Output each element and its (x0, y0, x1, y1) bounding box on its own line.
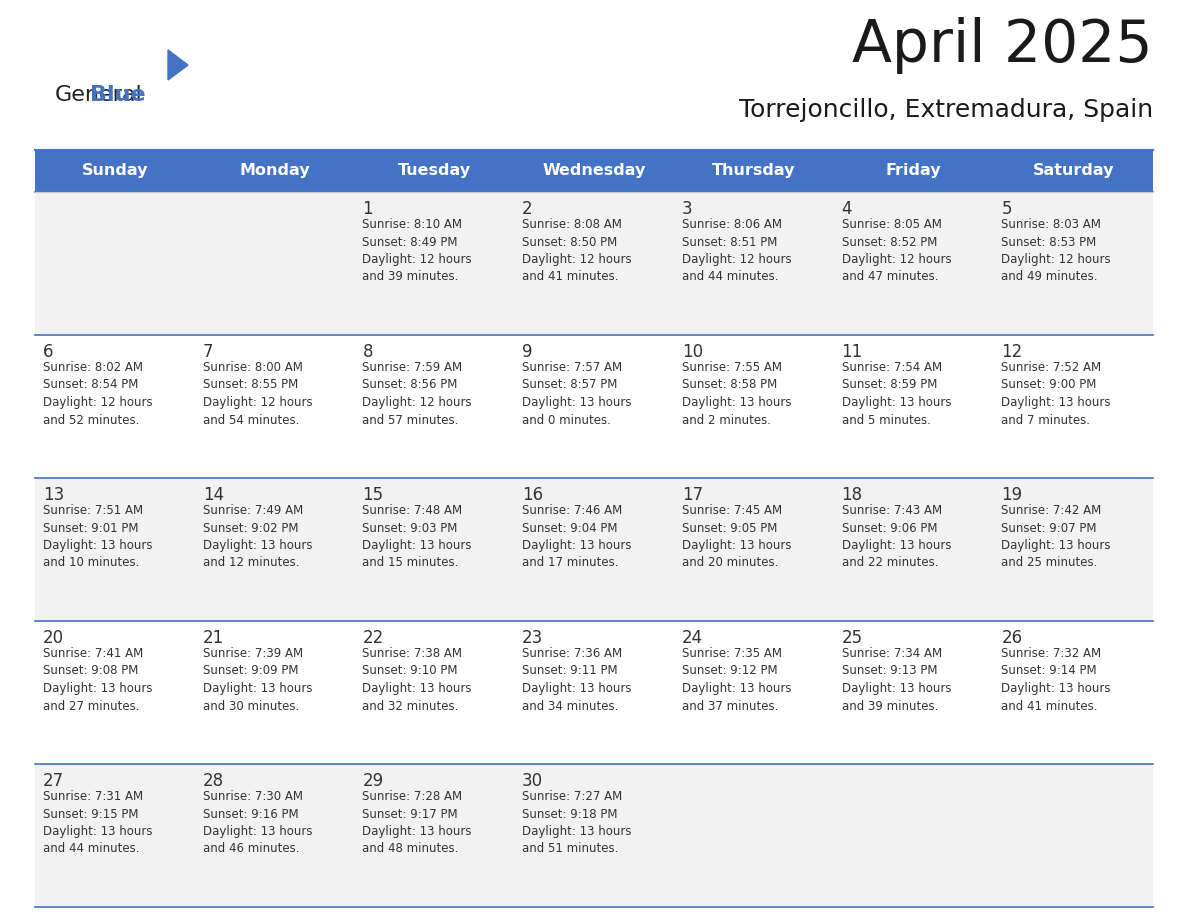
Bar (34, 192, 1154, 335)
Text: Sunrise: 8:03 AM
Sunset: 8:53 PM
Daylight: 12 hours
and 49 minutes.: Sunrise: 8:03 AM Sunset: 8:53 PM Dayligh… (1001, 218, 1111, 284)
Text: Sunrise: 8:08 AM
Sunset: 8:50 PM
Daylight: 12 hours
and 41 minutes.: Sunrise: 8:08 AM Sunset: 8:50 PM Dayligh… (523, 218, 632, 284)
Text: Wednesday: Wednesday (542, 163, 646, 178)
Text: Sunrise: 8:06 AM
Sunset: 8:51 PM
Daylight: 12 hours
and 44 minutes.: Sunrise: 8:06 AM Sunset: 8:51 PM Dayligh… (682, 218, 791, 284)
Text: Sunrise: 7:30 AM
Sunset: 9:16 PM
Daylight: 13 hours
and 46 minutes.: Sunrise: 7:30 AM Sunset: 9:16 PM Dayligh… (203, 790, 312, 856)
Text: 11: 11 (841, 343, 862, 361)
Text: Sunrise: 7:48 AM
Sunset: 9:03 PM
Daylight: 13 hours
and 15 minutes.: Sunrise: 7:48 AM Sunset: 9:03 PM Dayligh… (362, 504, 472, 569)
Text: 8: 8 (362, 343, 373, 361)
Text: Sunrise: 7:41 AM
Sunset: 9:08 PM
Daylight: 13 hours
and 27 minutes.: Sunrise: 7:41 AM Sunset: 9:08 PM Dayligh… (43, 647, 152, 712)
Text: Sunrise: 7:46 AM
Sunset: 9:04 PM
Daylight: 13 hours
and 17 minutes.: Sunrise: 7:46 AM Sunset: 9:04 PM Dayligh… (523, 504, 632, 569)
Text: 28: 28 (203, 772, 223, 790)
Text: 16: 16 (523, 486, 543, 504)
Text: Blue: Blue (90, 85, 146, 105)
Text: 17: 17 (682, 486, 703, 504)
Polygon shape (168, 50, 188, 80)
Text: 19: 19 (1001, 486, 1023, 504)
Text: Sunrise: 7:36 AM
Sunset: 9:11 PM
Daylight: 13 hours
and 34 minutes.: Sunrise: 7:36 AM Sunset: 9:11 PM Dayligh… (523, 647, 632, 712)
Text: 30: 30 (523, 772, 543, 790)
Text: Sunrise: 8:10 AM
Sunset: 8:49 PM
Daylight: 12 hours
and 39 minutes.: Sunrise: 8:10 AM Sunset: 8:49 PM Dayligh… (362, 218, 472, 284)
Text: Sunrise: 7:45 AM
Sunset: 9:05 PM
Daylight: 13 hours
and 20 minutes.: Sunrise: 7:45 AM Sunset: 9:05 PM Dayligh… (682, 504, 791, 569)
Text: 13: 13 (43, 486, 64, 504)
Text: Sunrise: 7:31 AM
Sunset: 9:15 PM
Daylight: 13 hours
and 44 minutes.: Sunrise: 7:31 AM Sunset: 9:15 PM Dayligh… (43, 790, 152, 856)
Text: Sunrise: 7:59 AM
Sunset: 8:56 PM
Daylight: 12 hours
and 57 minutes.: Sunrise: 7:59 AM Sunset: 8:56 PM Dayligh… (362, 361, 472, 427)
Text: April 2025: April 2025 (852, 17, 1154, 73)
Text: 29: 29 (362, 772, 384, 790)
Bar (34, 150, 1154, 192)
Text: Sunrise: 7:51 AM
Sunset: 9:01 PM
Daylight: 13 hours
and 10 minutes.: Sunrise: 7:51 AM Sunset: 9:01 PM Dayligh… (43, 504, 152, 569)
Text: 2: 2 (523, 200, 532, 218)
Text: 4: 4 (841, 200, 852, 218)
Text: Sunrise: 7:34 AM
Sunset: 9:13 PM
Daylight: 13 hours
and 39 minutes.: Sunrise: 7:34 AM Sunset: 9:13 PM Dayligh… (841, 647, 952, 712)
Text: 7: 7 (203, 343, 213, 361)
Text: Sunrise: 7:28 AM
Sunset: 9:17 PM
Daylight: 13 hours
and 48 minutes.: Sunrise: 7:28 AM Sunset: 9:17 PM Dayligh… (362, 790, 472, 856)
Text: Sunrise: 8:00 AM
Sunset: 8:55 PM
Daylight: 12 hours
and 54 minutes.: Sunrise: 8:00 AM Sunset: 8:55 PM Dayligh… (203, 361, 312, 427)
Text: Saturday: Saturday (1032, 163, 1114, 178)
Text: Sunrise: 7:35 AM
Sunset: 9:12 PM
Daylight: 13 hours
and 37 minutes.: Sunrise: 7:35 AM Sunset: 9:12 PM Dayligh… (682, 647, 791, 712)
Text: Sunrise: 7:57 AM
Sunset: 8:57 PM
Daylight: 13 hours
and 0 minutes.: Sunrise: 7:57 AM Sunset: 8:57 PM Dayligh… (523, 361, 632, 427)
Text: Sunrise: 7:49 AM
Sunset: 9:02 PM
Daylight: 13 hours
and 12 minutes.: Sunrise: 7:49 AM Sunset: 9:02 PM Dayligh… (203, 504, 312, 569)
Text: 25: 25 (841, 629, 862, 647)
Text: 23: 23 (523, 629, 543, 647)
Text: Sunrise: 7:55 AM
Sunset: 8:58 PM
Daylight: 13 hours
and 2 minutes.: Sunrise: 7:55 AM Sunset: 8:58 PM Dayligh… (682, 361, 791, 427)
Text: Sunrise: 7:39 AM
Sunset: 9:09 PM
Daylight: 13 hours
and 30 minutes.: Sunrise: 7:39 AM Sunset: 9:09 PM Dayligh… (203, 647, 312, 712)
Text: Sunrise: 7:43 AM
Sunset: 9:06 PM
Daylight: 13 hours
and 22 minutes.: Sunrise: 7:43 AM Sunset: 9:06 PM Dayligh… (841, 504, 952, 569)
Text: Torrejoncillo, Extremadura, Spain: Torrejoncillo, Extremadura, Spain (739, 98, 1154, 122)
Text: Sunrise: 8:05 AM
Sunset: 8:52 PM
Daylight: 12 hours
and 47 minutes.: Sunrise: 8:05 AM Sunset: 8:52 PM Dayligh… (841, 218, 952, 284)
Text: General: General (55, 85, 143, 105)
Text: 24: 24 (682, 629, 703, 647)
Text: Sunrise: 7:32 AM
Sunset: 9:14 PM
Daylight: 13 hours
and 41 minutes.: Sunrise: 7:32 AM Sunset: 9:14 PM Dayligh… (1001, 647, 1111, 712)
Text: 22: 22 (362, 629, 384, 647)
Text: 12: 12 (1001, 343, 1023, 361)
Text: 18: 18 (841, 486, 862, 504)
Text: 21: 21 (203, 629, 225, 647)
Text: 27: 27 (43, 772, 64, 790)
Text: 5: 5 (1001, 200, 1012, 218)
Text: Sunrise: 7:54 AM
Sunset: 8:59 PM
Daylight: 13 hours
and 5 minutes.: Sunrise: 7:54 AM Sunset: 8:59 PM Dayligh… (841, 361, 952, 427)
Bar (34, 335, 1154, 478)
Text: 3: 3 (682, 200, 693, 218)
Text: Friday: Friday (885, 163, 941, 178)
Text: Sunrise: 7:52 AM
Sunset: 9:00 PM
Daylight: 13 hours
and 7 minutes.: Sunrise: 7:52 AM Sunset: 9:00 PM Dayligh… (1001, 361, 1111, 427)
Text: 10: 10 (682, 343, 703, 361)
Text: Sunrise: 7:27 AM
Sunset: 9:18 PM
Daylight: 13 hours
and 51 minutes.: Sunrise: 7:27 AM Sunset: 9:18 PM Dayligh… (523, 790, 632, 856)
Text: Sunday: Sunday (82, 163, 148, 178)
Text: 20: 20 (43, 629, 64, 647)
Text: Monday: Monday (239, 163, 310, 178)
Bar (34, 621, 1154, 764)
Text: 14: 14 (203, 486, 223, 504)
Text: Sunrise: 8:02 AM
Sunset: 8:54 PM
Daylight: 12 hours
and 52 minutes.: Sunrise: 8:02 AM Sunset: 8:54 PM Dayligh… (43, 361, 152, 427)
Text: 1: 1 (362, 200, 373, 218)
Text: 15: 15 (362, 486, 384, 504)
Text: 9: 9 (523, 343, 532, 361)
Text: Tuesday: Tuesday (398, 163, 470, 178)
Bar (34, 478, 1154, 621)
Text: Sunrise: 7:42 AM
Sunset: 9:07 PM
Daylight: 13 hours
and 25 minutes.: Sunrise: 7:42 AM Sunset: 9:07 PM Dayligh… (1001, 504, 1111, 569)
Bar (34, 764, 1154, 907)
Text: 26: 26 (1001, 629, 1023, 647)
Text: Thursday: Thursday (712, 163, 796, 178)
Text: 6: 6 (43, 343, 53, 361)
Text: Sunrise: 7:38 AM
Sunset: 9:10 PM
Daylight: 13 hours
and 32 minutes.: Sunrise: 7:38 AM Sunset: 9:10 PM Dayligh… (362, 647, 472, 712)
